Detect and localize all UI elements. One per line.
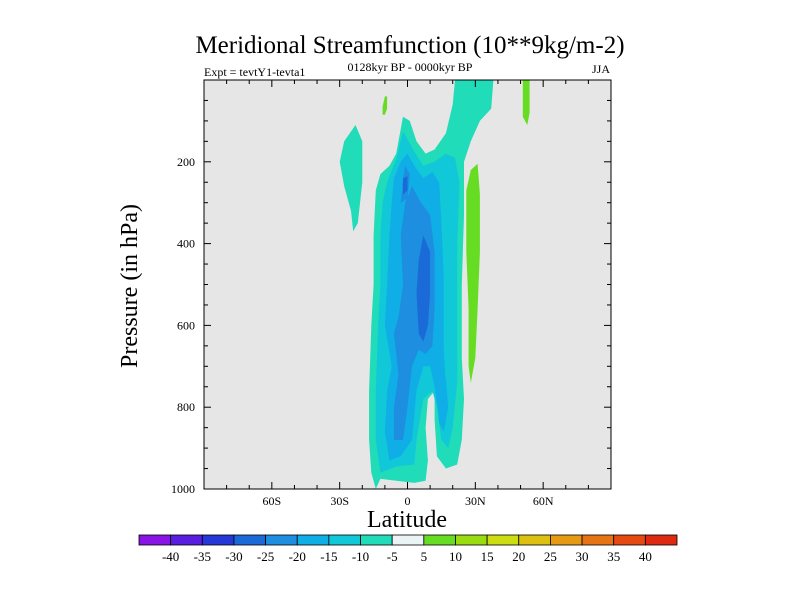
x-tick-label: 30S	[330, 494, 349, 508]
colorbar-label: -25	[257, 549, 274, 564]
contour-layer	[339, 80, 530, 489]
colorbar-swatch	[296, 534, 330, 546]
colorbar-label: -15	[320, 549, 337, 564]
colorbar-swatch	[423, 534, 456, 546]
x-tick-label: 60N	[533, 494, 554, 508]
x-tick-label: 30N	[465, 494, 486, 508]
colorbar-swatch	[233, 534, 266, 546]
colorbar-label: 35	[607, 549, 620, 564]
x-axis-label: Latitude	[367, 507, 447, 533]
contour-region-5-11	[382, 96, 388, 115]
y-tick-label: 600	[177, 318, 195, 332]
colorbar-swatch	[138, 534, 172, 546]
colorbar-swatch	[328, 534, 361, 546]
y-axis-label: Pressure (in hPa)	[117, 204, 143, 368]
chart-subtitle: 0128kyr BP - 0000kyr BP	[348, 60, 473, 74]
contour-region-5-10	[522, 80, 530, 125]
colorbar-label: 15	[481, 549, 494, 564]
colorbar-label: 20	[512, 549, 525, 564]
colorbar-swatch	[201, 534, 235, 546]
x-tick-label: 60S	[262, 494, 281, 508]
y-tick-label: 800	[177, 400, 195, 414]
chart-title: Meridional Streamfunction (10**9kg/m-2)	[195, 32, 624, 59]
colorbar-swatch	[265, 534, 298, 546]
colorbar-label: 10	[449, 549, 462, 564]
colorbar-label: -20	[289, 549, 306, 564]
contour-region-neg15-4	[436, 374, 449, 432]
colorbar-label: -5	[387, 549, 398, 564]
contour-region-neg5-1	[339, 125, 363, 232]
experiment-label: Expt = tevtY1-tevta1	[204, 65, 305, 79]
y-tick-label: 400	[177, 237, 195, 251]
contour-region-5-9	[466, 163, 480, 383]
y-tick-label: 200	[177, 155, 195, 169]
colorbar-swatch	[644, 534, 678, 546]
axis-ticks: 60S 30S 0 30N 60N 200 400 600 800 1000	[171, 80, 611, 508]
colorbar-swatch	[486, 534, 520, 546]
colorbar-label: 40	[639, 549, 652, 564]
colorbar-swatch	[581, 534, 615, 546]
contour-region-neg25-7	[416, 235, 431, 342]
season-label: JJA	[592, 62, 610, 76]
colorbar-label: 30	[576, 549, 589, 564]
contour-region-neg25-8	[403, 176, 408, 195]
colorbar-label: 25	[544, 549, 557, 564]
colorbar: -40 -35 -30 -25 -20 -15 -10 -5 5 10 15 20 25 30 35 40	[138, 534, 678, 564]
colorbar-label: 5	[421, 549, 428, 564]
colorbar-label: -40	[162, 549, 179, 564]
x-tick-label: 0	[405, 494, 411, 508]
colorbar-label: -30	[225, 549, 242, 564]
colorbar-swatch	[518, 534, 551, 546]
colorbar-label: -10	[352, 549, 369, 564]
colorbar-swatch	[613, 534, 646, 546]
colorbar-swatch	[391, 534, 425, 546]
colorbar-swatch	[360, 534, 393, 546]
colorbar-swatch	[455, 534, 488, 546]
colorbar-label: -35	[194, 549, 211, 564]
colorbar-swatch	[170, 534, 203, 546]
y-tick-label: 1000	[171, 482, 195, 496]
colorbar-swatch	[550, 534, 583, 546]
